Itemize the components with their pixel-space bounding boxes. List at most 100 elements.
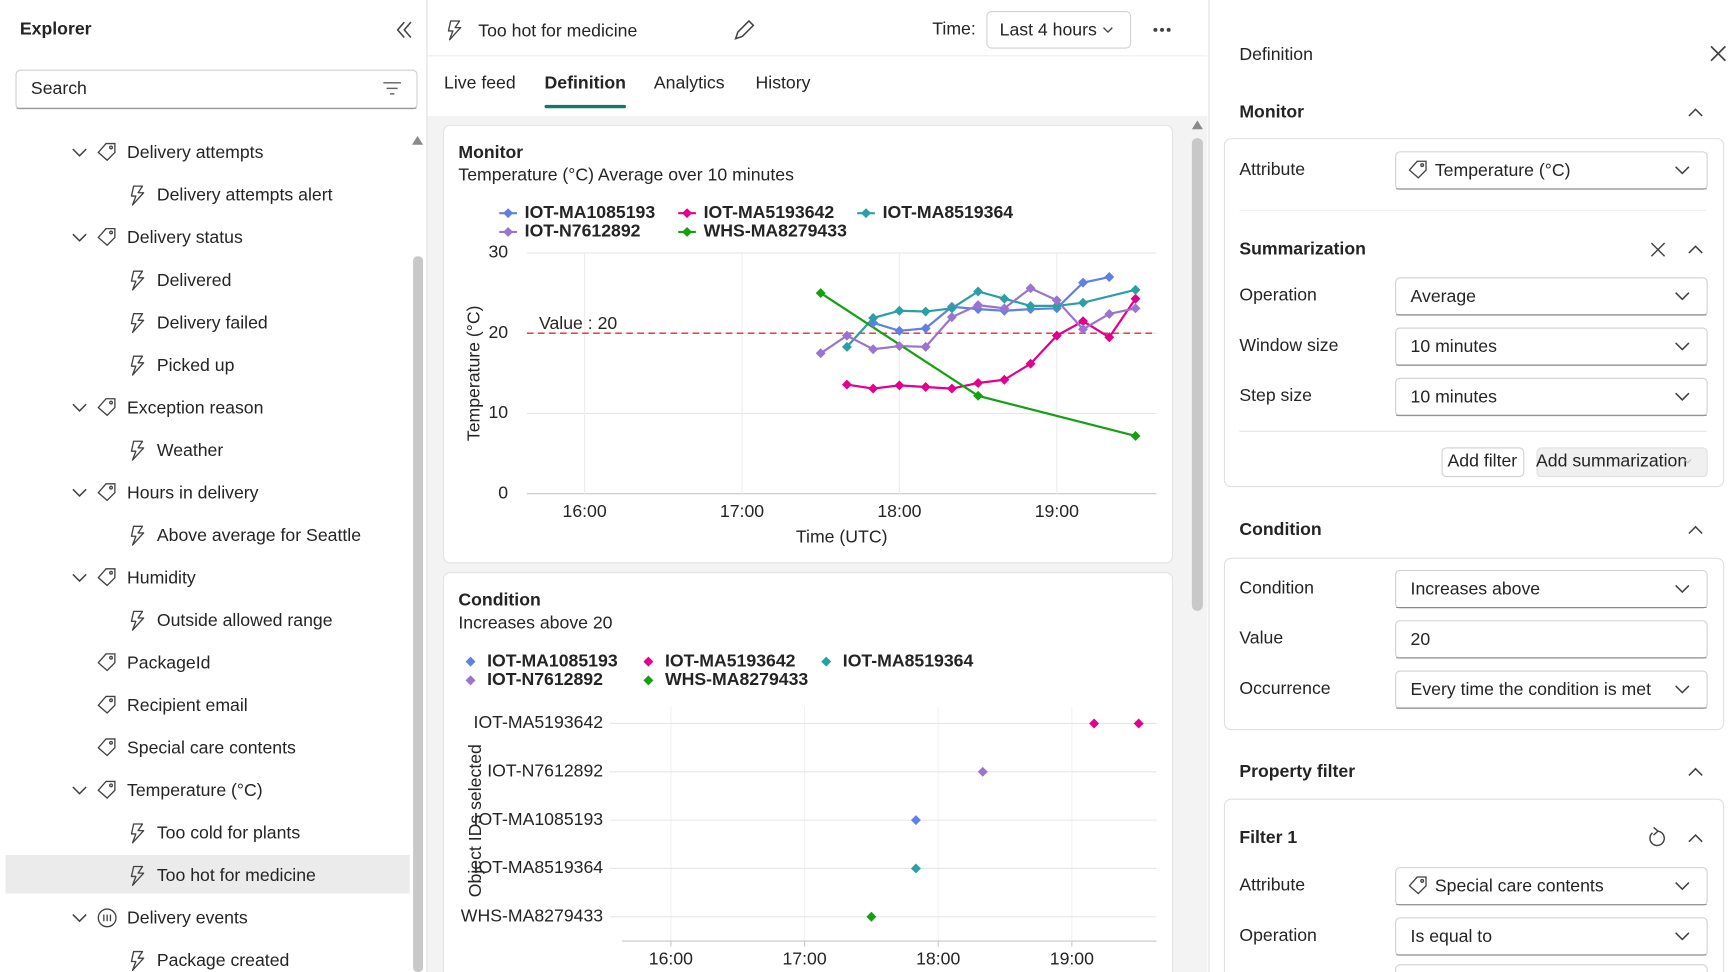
time-value[interactable]: Last 4 hours: [1000, 20, 1097, 40]
tree-item[interactable]: Too hot for medicine: [157, 865, 316, 885]
tree-item[interactable]: Delivery events: [127, 908, 248, 928]
tree-item[interactable]: Recipient email: [127, 695, 248, 715]
legend-label[interactable]: IOT-MA8519364: [883, 202, 1014, 222]
chevron[interactable]: [1688, 245, 1703, 254]
x-axis-label: Time (UTC): [796, 527, 888, 547]
chevron[interactable]: [72, 914, 87, 923]
button-label[interactable]: Add filter: [1448, 450, 1518, 470]
tab[interactable]: Live feed: [444, 73, 516, 93]
chevron[interactable]: [1675, 685, 1690, 694]
legend-label[interactable]: IOT-MA8519364: [843, 650, 974, 670]
rule-icon: [130, 440, 145, 461]
tree-item[interactable]: Delivery attempts alert: [157, 185, 333, 205]
tree-item[interactable]: Picked up: [157, 355, 235, 375]
data-point: [910, 863, 921, 874]
edit-icon[interactable]: [734, 19, 755, 40]
x-tick-label: 18:00: [877, 501, 921, 521]
close-icon[interactable]: [1710, 45, 1726, 62]
time-label: Time:: [932, 18, 976, 38]
attribute-icon: [1408, 160, 1427, 179]
legend-label[interactable]: IOT-MA5193642: [704, 202, 835, 222]
chevron[interactable]: [72, 573, 87, 583]
more-icon[interactable]: [1153, 27, 1171, 32]
tree-item[interactable]: Outside allowed range: [157, 610, 333, 630]
chevron[interactable]: [1688, 833, 1703, 843]
field-value: Every time the condition is met: [1411, 679, 1652, 699]
legend-label[interactable]: IOT-MA1085193: [487, 650, 618, 670]
chevron[interactable]: [72, 233, 87, 242]
tree-item[interactable]: Weather: [157, 440, 224, 460]
rule-icon: [130, 313, 145, 334]
text-input[interactable]: [1395, 620, 1708, 659]
chevron[interactable]: [72, 148, 87, 157]
add-summarization-button[interactable]: [1536, 447, 1708, 478]
threshold-label: Value : 20: [539, 313, 617, 333]
time-dropdown[interactable]: [986, 11, 1132, 49]
reset-icon[interactable]: [1649, 826, 1665, 847]
legend-label[interactable]: IOT-N7612892: [487, 669, 603, 689]
rule-icon: [130, 610, 145, 631]
search-placeholder[interactable]: Search: [31, 78, 87, 98]
tab[interactable]: Analytics: [654, 73, 725, 93]
chevron[interactable]: [1688, 767, 1703, 776]
field-value: Average: [1411, 286, 1477, 306]
chevron[interactable]: [1675, 292, 1690, 301]
attribute-icon: [97, 227, 116, 247]
scroll-up[interactable]: [412, 135, 424, 145]
chevron[interactable]: [1675, 342, 1690, 351]
chevron[interactable]: [72, 403, 87, 412]
scrollbar-thumb[interactable]: [413, 256, 424, 972]
add-filter-button[interactable]: [1441, 447, 1525, 478]
y-tick-label: 20: [488, 322, 508, 342]
attribute-icon: [97, 738, 116, 757]
tree-item[interactable]: Above average for Seattle: [157, 525, 361, 545]
chevron[interactable]: [1675, 932, 1690, 941]
series-line: [872, 275, 1110, 332]
field-label: Operation: [1239, 925, 1317, 945]
chevron[interactable]: [1675, 584, 1690, 594]
legend-label[interactable]: WHS-MA8279433: [665, 669, 808, 689]
x-tick-label: 16:00: [563, 501, 607, 521]
tree-item[interactable]: Delivered: [157, 270, 232, 290]
tree-item[interactable]: Humidity: [127, 567, 196, 587]
tree-item[interactable]: Delivery status: [127, 227, 243, 247]
card-title: Condition: [458, 590, 540, 610]
dropdown[interactable]: [1395, 964, 1708, 972]
filter-icon[interactable]: [383, 82, 401, 95]
rule-icon: [130, 823, 145, 844]
tree-item[interactable]: Package created: [157, 950, 290, 970]
chevron[interactable]: [1675, 392, 1690, 401]
tree-item[interactable]: Special care contents: [127, 738, 296, 758]
tree-item[interactable]: PackageId: [127, 653, 210, 673]
x-tick-label: 17:00: [782, 949, 826, 969]
tree-item[interactable]: Too cold for plants: [157, 823, 300, 843]
tab[interactable]: History: [756, 73, 811, 93]
legend-label[interactable]: IOT-MA1085193: [525, 202, 656, 222]
monitor-card: [442, 124, 1174, 564]
chevron[interactable]: [72, 786, 87, 795]
chevron[interactable]: [1675, 166, 1690, 175]
legend-label[interactable]: IOT-N7612892: [525, 221, 641, 241]
y-axis-label: Object IDs selected: [465, 744, 485, 897]
scroll-up[interactable]: [1191, 120, 1203, 130]
tree-item[interactable]: Exception reason: [127, 397, 263, 417]
tree-item[interactable]: Delivery failed: [157, 312, 268, 332]
chevron[interactable]: [72, 488, 87, 498]
chevron[interactable]: [1688, 525, 1703, 535]
tree-item[interactable]: Temperature (°C): [127, 780, 263, 800]
chevron[interactable]: [1688, 108, 1703, 117]
clear-icon[interactable]: [1650, 242, 1666, 257]
selected-row: [5, 854, 410, 894]
data-point: [1078, 316, 1089, 327]
data-point: [815, 288, 826, 299]
legend-label[interactable]: IOT-MA5193642: [665, 650, 796, 670]
tree-item[interactable]: Delivery attempts: [127, 142, 264, 162]
collapse-icon[interactable]: [396, 21, 412, 39]
field-value: Is equal to: [1411, 926, 1493, 946]
field-label: Condition: [1239, 577, 1314, 597]
chevron[interactable]: [1675, 881, 1690, 891]
scrollbar-thumb[interactable]: [1191, 138, 1203, 611]
legend-label[interactable]: WHS-MA8279433: [704, 221, 847, 241]
tab[interactable]: Definition: [545, 73, 626, 93]
tree-item[interactable]: Hours in delivery: [127, 482, 259, 502]
